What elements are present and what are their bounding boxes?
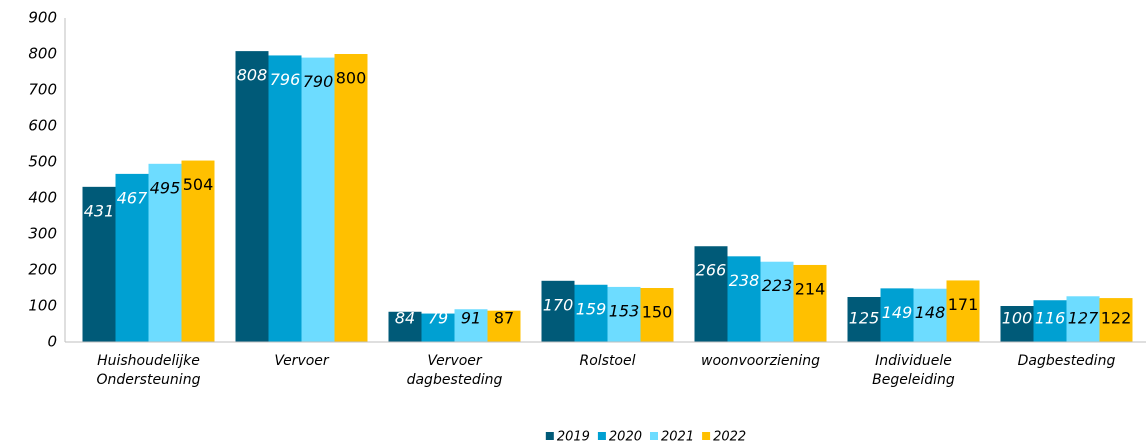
data-label: 223 bbox=[762, 276, 793, 295]
bar bbox=[235, 51, 269, 343]
bar bbox=[880, 288, 914, 342]
legend-label: 2020 bbox=[609, 430, 642, 444]
bar bbox=[913, 288, 947, 342]
bar bbox=[454, 309, 488, 342]
x-tick-label: Vervoer bbox=[274, 353, 329, 369]
y-tick-label: 100 bbox=[28, 297, 57, 315]
y-tick-label: 300 bbox=[28, 225, 57, 243]
data-label: 504 bbox=[183, 175, 214, 194]
bar bbox=[421, 313, 455, 342]
bar bbox=[607, 286, 641, 342]
bar bbox=[487, 310, 521, 342]
y-tick-label: 600 bbox=[28, 117, 57, 135]
bar bbox=[640, 288, 674, 342]
y-tick-label: 200 bbox=[28, 261, 57, 279]
y-tick-label: 700 bbox=[28, 81, 57, 99]
data-label: 159 bbox=[576, 299, 607, 318]
bar bbox=[268, 55, 302, 342]
x-tick-label: Individuele Begeleiding bbox=[872, 353, 955, 388]
y-tick-label: 800 bbox=[28, 45, 57, 63]
bar bbox=[301, 57, 335, 342]
data-label: 148 bbox=[915, 303, 946, 322]
y-tick-label: 500 bbox=[28, 153, 57, 171]
data-label: 790 bbox=[303, 72, 334, 91]
x-tick-label: woonvoorziening bbox=[701, 353, 820, 369]
bar bbox=[1000, 306, 1034, 342]
data-label: 266 bbox=[696, 261, 727, 280]
bar bbox=[847, 297, 881, 342]
data-label: 153 bbox=[609, 301, 640, 320]
data-label: 149 bbox=[882, 303, 913, 322]
legend-label: 2019 bbox=[557, 430, 590, 444]
x-tick-label: Rolstoel bbox=[579, 353, 636, 369]
data-label: 467 bbox=[117, 188, 148, 207]
bar bbox=[727, 256, 761, 342]
bar bbox=[694, 246, 728, 342]
data-label: 84 bbox=[395, 309, 415, 328]
data-label: 100 bbox=[1002, 309, 1033, 328]
x-tick-label: Huishoudelijke Ondersteuning bbox=[96, 353, 201, 388]
data-label: 238 bbox=[729, 271, 760, 290]
bar bbox=[82, 186, 116, 342]
bar bbox=[760, 261, 794, 342]
legend-swatch bbox=[597, 432, 606, 440]
data-label: 87 bbox=[494, 309, 514, 328]
bar bbox=[1099, 298, 1133, 342]
legend-swatch bbox=[650, 432, 658, 440]
legend-swatch bbox=[702, 432, 711, 440]
data-label: 170 bbox=[543, 295, 574, 314]
legend-swatch bbox=[545, 432, 554, 440]
y-tick-label: 0 bbox=[47, 333, 57, 351]
data-label: 808 bbox=[237, 66, 268, 85]
data-label: 150 bbox=[642, 303, 673, 322]
data-label: 127 bbox=[1068, 309, 1099, 328]
data-label: 116 bbox=[1035, 309, 1066, 328]
x-tick-label: Vervoer dagbesteding bbox=[406, 353, 503, 388]
bar bbox=[946, 280, 980, 342]
bar bbox=[574, 284, 608, 342]
bar bbox=[181, 160, 215, 342]
data-label: 431 bbox=[84, 201, 115, 220]
data-label: 79 bbox=[428, 309, 448, 328]
data-label: 125 bbox=[849, 309, 880, 328]
bar bbox=[1066, 296, 1100, 342]
data-label: 171 bbox=[948, 295, 979, 314]
data-label: 800 bbox=[336, 69, 367, 88]
data-label: 214 bbox=[795, 279, 826, 298]
data-label: 122 bbox=[1101, 309, 1132, 328]
x-tick-label: Dagbesteding bbox=[1017, 353, 1116, 369]
bar bbox=[115, 173, 149, 342]
bar bbox=[541, 280, 575, 342]
data-label: 91 bbox=[461, 309, 481, 328]
legend-label: 2021 bbox=[661, 430, 694, 444]
bar bbox=[148, 163, 182, 342]
data-label: 495 bbox=[150, 178, 181, 197]
legend: 2019 2020 2021 2022 bbox=[545, 430, 746, 444]
legend-label: 2022 bbox=[713, 430, 746, 444]
bar bbox=[793, 264, 827, 342]
y-tick-label: 400 bbox=[28, 189, 57, 207]
y-tick-label: 900 bbox=[28, 9, 57, 27]
bar bbox=[334, 54, 368, 342]
bar bbox=[388, 311, 422, 342]
bar bbox=[1033, 300, 1067, 342]
data-label: 796 bbox=[270, 70, 301, 89]
